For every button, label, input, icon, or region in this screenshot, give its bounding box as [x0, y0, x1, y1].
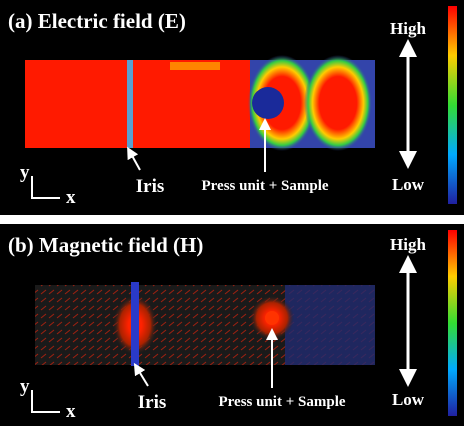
panel-a: (a) Electric field (E) High Low y x Iris… — [0, 0, 464, 215]
iris — [127, 60, 133, 148]
sample — [265, 311, 279, 325]
colorbar — [448, 6, 457, 204]
sample-label: Press unit + Sample — [218, 394, 345, 410]
figure: (a) Electric field (E) High Low y x Iris… — [0, 0, 464, 426]
high-label: High — [390, 235, 426, 254]
colorbar — [448, 230, 457, 416]
sample-label: Press unit + Sample — [201, 178, 328, 194]
field-region — [170, 62, 220, 70]
axis-x-label: x — [66, 401, 76, 422]
iris-label: Iris — [136, 176, 165, 197]
field-region — [25, 60, 250, 148]
axis-y-label: y — [20, 162, 30, 183]
low-label: Low — [392, 175, 425, 194]
high-label: High — [390, 19, 426, 38]
iris — [131, 282, 139, 366]
iris-label: Iris — [138, 392, 167, 413]
field-region — [285, 285, 375, 365]
panel-title: (b) Magnetic field (H) — [8, 233, 203, 257]
panel-title: (a) Electric field (E) — [8, 9, 186, 33]
low-label: Low — [392, 390, 425, 409]
axis-y-label: y — [20, 376, 30, 397]
panel-b: (b) Magnetic field (H) High Low y x Iris… — [0, 224, 464, 426]
field-lobe — [304, 55, 372, 151]
axis-x-label: x — [66, 187, 76, 208]
sample — [252, 87, 284, 119]
